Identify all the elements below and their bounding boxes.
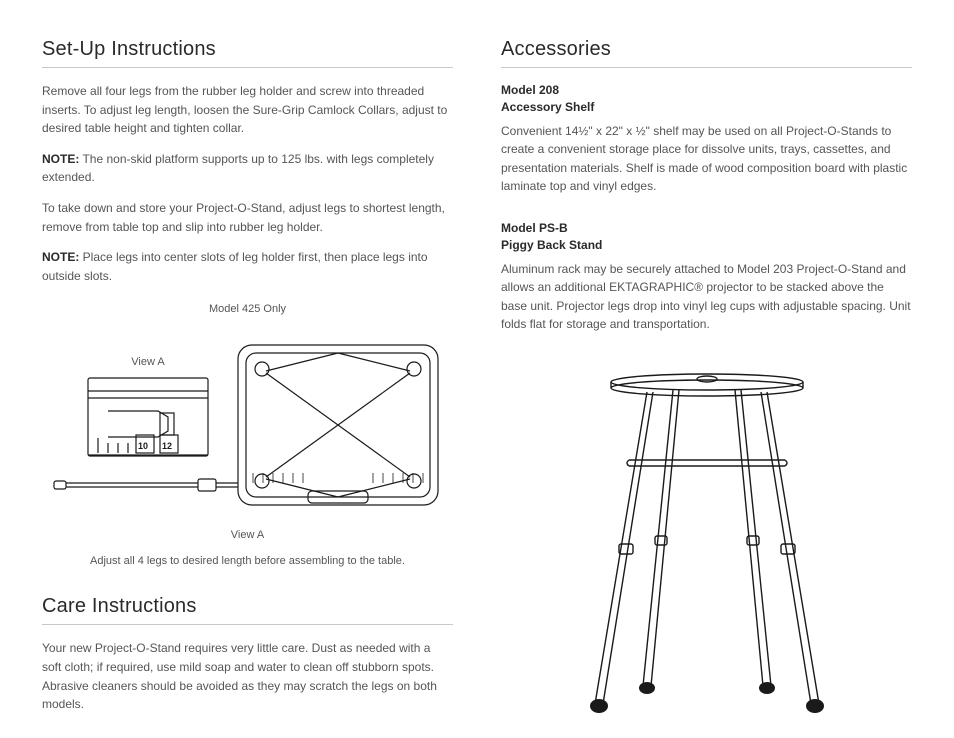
setup-paragraph-1: Remove all four legs from the rubber leg… <box>42 82 453 138</box>
care-heading: Care Instructions <box>42 595 453 625</box>
note-label: NOTE: <box>42 250 79 264</box>
care-paragraph-1: Your new Project-O-Stand requires very l… <box>42 639 453 713</box>
stand-illustration-icon <box>557 364 857 724</box>
note-text: Place legs into center slots of leg hold… <box>42 250 428 283</box>
model-208-line1: Model 208 <box>501 83 559 97</box>
model-208-body: Convenient 14½" x 22" x ½" shelf may be … <box>501 122 912 196</box>
model-psb-line2: Piggy Back Stand <box>501 238 602 252</box>
note-text: The non-skid platform supports up to 125… <box>42 152 434 185</box>
model-208-line2: Accessory Shelf <box>501 100 594 114</box>
figure-caption-note: Adjust all 4 legs to desired length befo… <box>42 555 453 567</box>
figure-caption-viewa: View A <box>42 529 453 541</box>
setup-note-2: NOTE: Place legs into center slots of le… <box>42 248 453 285</box>
note-label: NOTE: <box>42 152 79 166</box>
setup-note-1: NOTE: The non-skid platform supports up … <box>42 150 453 187</box>
right-column: Accessories Model 208 Accessory Shelf Co… <box>501 38 912 700</box>
setup-paragraph-2: To take down and store your Project-O-St… <box>42 199 453 236</box>
svg-text:View A: View A <box>131 356 165 368</box>
accessories-heading: Accessories <box>501 38 912 68</box>
left-column: Set-Up Instructions Remove all four legs… <box>42 38 453 700</box>
figure-caption-top: Model 425 Only <box>42 303 453 315</box>
model-psb-line1: Model PS-B <box>501 221 568 235</box>
model-psb-head: Model PS-B Piggy Back Stand <box>501 220 912 254</box>
setup-heading: Set-Up Instructions <box>42 38 453 68</box>
model-208-head: Model 208 Accessory Shelf <box>501 82 912 116</box>
svg-text:12: 12 <box>161 441 171 451</box>
setup-figure: Model 425 Only <box>42 303 453 567</box>
setup-diagram-icon: View A 10 12 <box>48 323 448 523</box>
svg-text:10: 10 <box>137 441 147 451</box>
model-psb-body: Aluminum rack may be securely attached t… <box>501 260 912 334</box>
